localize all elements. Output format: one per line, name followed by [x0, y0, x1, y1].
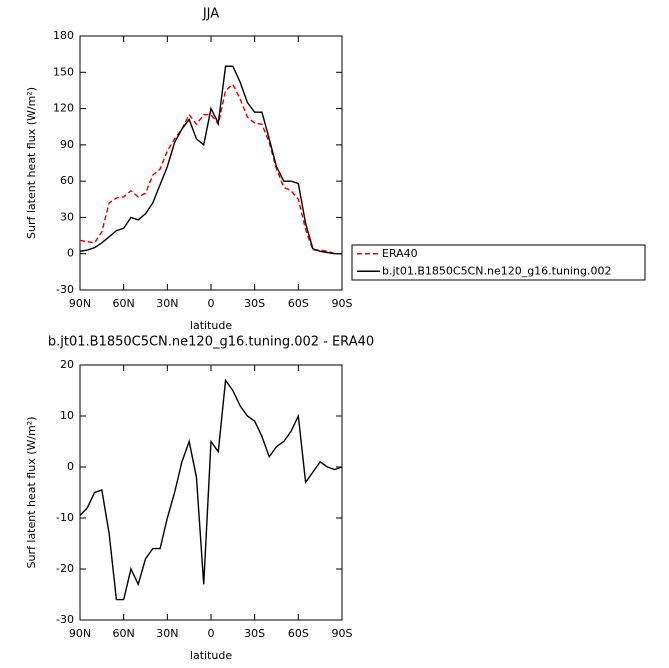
- plot-frame: [79, 364, 343, 621]
- y-tick-label: -10: [56, 511, 74, 524]
- x-tick-label: 90S: [332, 627, 353, 640]
- y-tick-label: 20: [60, 358, 74, 371]
- legend-label: ERA40: [382, 247, 418, 260]
- x-tick-label: 60N: [113, 627, 135, 640]
- y-tick-label: -30: [56, 613, 74, 626]
- x-tick-label: 60N: [113, 297, 135, 310]
- x-tick-label: 60S: [288, 627, 309, 640]
- y-tick-label: 0: [67, 460, 74, 473]
- x-tick-label: 30N: [156, 627, 178, 640]
- y-tick-label: 60: [60, 174, 74, 187]
- legend-box: [351, 244, 646, 281]
- x-tick-label: 90N: [69, 297, 91, 310]
- y-tick-label: 180: [53, 29, 74, 42]
- chart-title: b.jt01.B1850C5CN.ne120_g16.tuning.002 - …: [48, 335, 374, 350]
- y-axis-label: Surf latent heat flux (W/m²): [25, 87, 38, 239]
- x-tick-label: 30S: [244, 627, 265, 640]
- legend-label: b.jt01.B1850C5CN.ne120_g16.tuning.002: [382, 264, 611, 277]
- x-tick-label: 0: [208, 297, 215, 310]
- y-tick-label: 120: [53, 102, 74, 115]
- plot-frame: [79, 35, 343, 291]
- x-axis-label: latitude: [190, 319, 232, 332]
- x-tick-label: 30N: [156, 297, 178, 310]
- y-tick-label: 30: [60, 210, 74, 223]
- data-line: [79, 83, 342, 255]
- data-line: [79, 65, 342, 255]
- x-tick-label: 30S: [244, 297, 265, 310]
- y-tick-label: -30: [56, 283, 74, 296]
- y-tick-label: 0: [67, 247, 74, 260]
- x-tick-label: 60S: [288, 297, 309, 310]
- y-tick-label: -20: [56, 562, 74, 575]
- y-tick-label: 90: [60, 138, 74, 151]
- chart-title: JJA: [202, 7, 219, 22]
- y-tick-label: 10: [60, 409, 74, 422]
- x-tick-label: 0: [208, 627, 215, 640]
- x-tick-label: 90S: [332, 297, 353, 310]
- y-axis-label: Surf latent heat flux (W/m²): [25, 417, 38, 569]
- x-axis-label: latitude: [190, 649, 232, 662]
- x-tick-label: 90N: [69, 627, 91, 640]
- data-line: [79, 378, 343, 601]
- y-tick-label: 150: [53, 65, 74, 78]
